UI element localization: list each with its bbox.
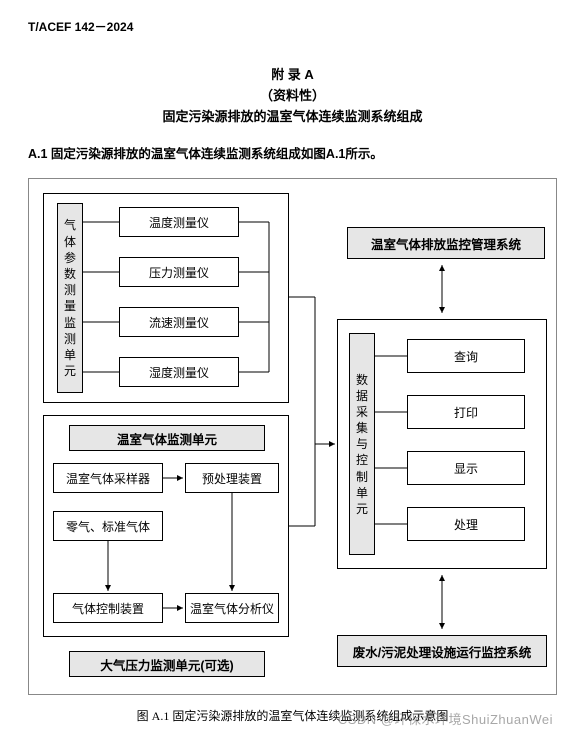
data-unit-label: 数据采集与控制单元 (349, 333, 375, 555)
page: T/ACEF 142－2024 附 录 A （资料性） 固定污染源排放的温室气体… (0, 0, 585, 734)
temp-meter: 温度测量仪 (119, 207, 239, 237)
appendix-label: 附 录 A (28, 65, 557, 86)
data-query: 查询 (407, 339, 525, 373)
humidity-meter: 湿度测量仪 (119, 357, 239, 387)
pretreat: 预处理装置 (185, 463, 279, 493)
gas-control: 气体控制装置 (53, 593, 163, 623)
appendix-block: 附 录 A （资料性） 固定污染源排放的温室气体连续监测系统组成 (28, 65, 557, 127)
optional-header: 大气压力监测单元(可选) (69, 651, 265, 677)
sampler: 温室气体采样器 (53, 463, 163, 493)
doc-id: T/ACEF 142－2024 (28, 18, 557, 35)
appendix-nature: （资料性） (28, 86, 557, 107)
pressure-meter: 压力测量仪 (119, 257, 239, 287)
watermark: CSDN @环保水环境ShuiZhuanWei (338, 709, 553, 728)
ghg-unit-header: 温室气体监测单元 (69, 425, 265, 451)
gas-param-label: 气体参数测量监测单元 (57, 203, 83, 393)
top-right-header: 温室气体排放监控管理系统 (347, 227, 545, 259)
bottom-right-header: 废水/污泥处理设施运行监控系统 (337, 635, 547, 667)
diagram-frame: 气体参数测量监测单元 温度测量仪 压力测量仪 流速测量仪 湿度测量仪 温室气体监… (28, 178, 557, 695)
section-text: A.1 固定污染源排放的温室气体连续监测系统组成如图A.1所示。 (28, 143, 557, 162)
data-display: 显示 (407, 451, 525, 485)
appendix-title: 固定污染源排放的温室气体连续监测系统组成 (28, 107, 557, 128)
analyzer: 温室气体分析仪 (185, 593, 279, 623)
data-print: 打印 (407, 395, 525, 429)
data-process: 处理 (407, 507, 525, 541)
flow-meter: 流速测量仪 (119, 307, 239, 337)
zero-gas: 零气、标准气体 (53, 511, 163, 541)
